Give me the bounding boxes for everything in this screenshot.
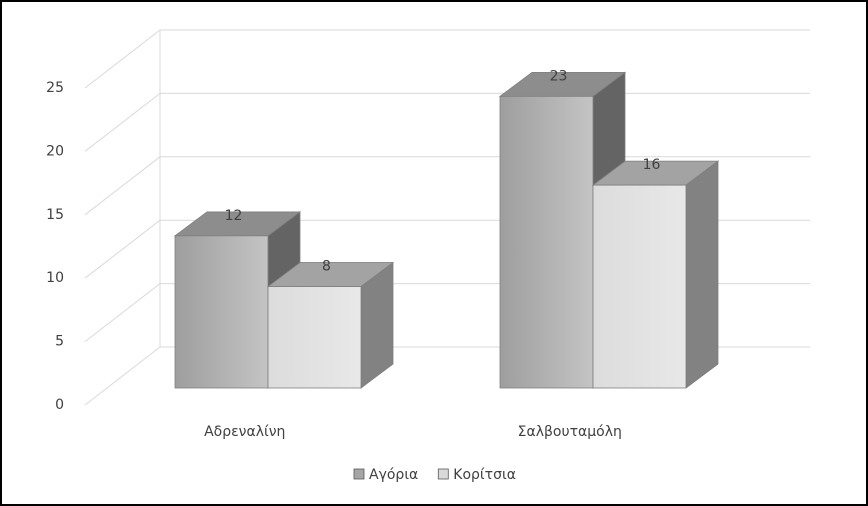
bar [499, 95, 594, 389]
grid-line-side [84, 219, 161, 279]
x-tick-label: Αδρεναλίνη [204, 424, 285, 440]
y-tick-label: 25 [46, 80, 64, 96]
grid-line-side [84, 346, 161, 406]
y-tick-label: 15 [46, 207, 64, 223]
bar [267, 286, 362, 389]
grid-line-side [84, 156, 161, 216]
grid-line-side [84, 29, 161, 89]
legend-label: Κορίτσια [453, 467, 516, 483]
bar [174, 235, 269, 389]
x-tick-label: Σαλβουταμόλη [518, 424, 622, 440]
value-label: 12 [225, 208, 243, 224]
y-tick-label: 0 [55, 397, 64, 413]
legend-swatch [353, 468, 365, 480]
grid-line-side [84, 93, 161, 152]
value-label: 16 [643, 157, 661, 173]
value-label: 23 [550, 68, 568, 84]
bar-side [685, 160, 719, 389]
y-tick-label: 20 [46, 143, 64, 159]
legend-label: Αγόρια [369, 467, 418, 483]
value-label: 8 [322, 259, 331, 275]
legend-swatch [437, 468, 449, 480]
grid-line-side [84, 283, 161, 342]
y-tick-label: 10 [46, 270, 64, 286]
bar [592, 184, 687, 389]
y-tick-label: 5 [55, 334, 64, 350]
